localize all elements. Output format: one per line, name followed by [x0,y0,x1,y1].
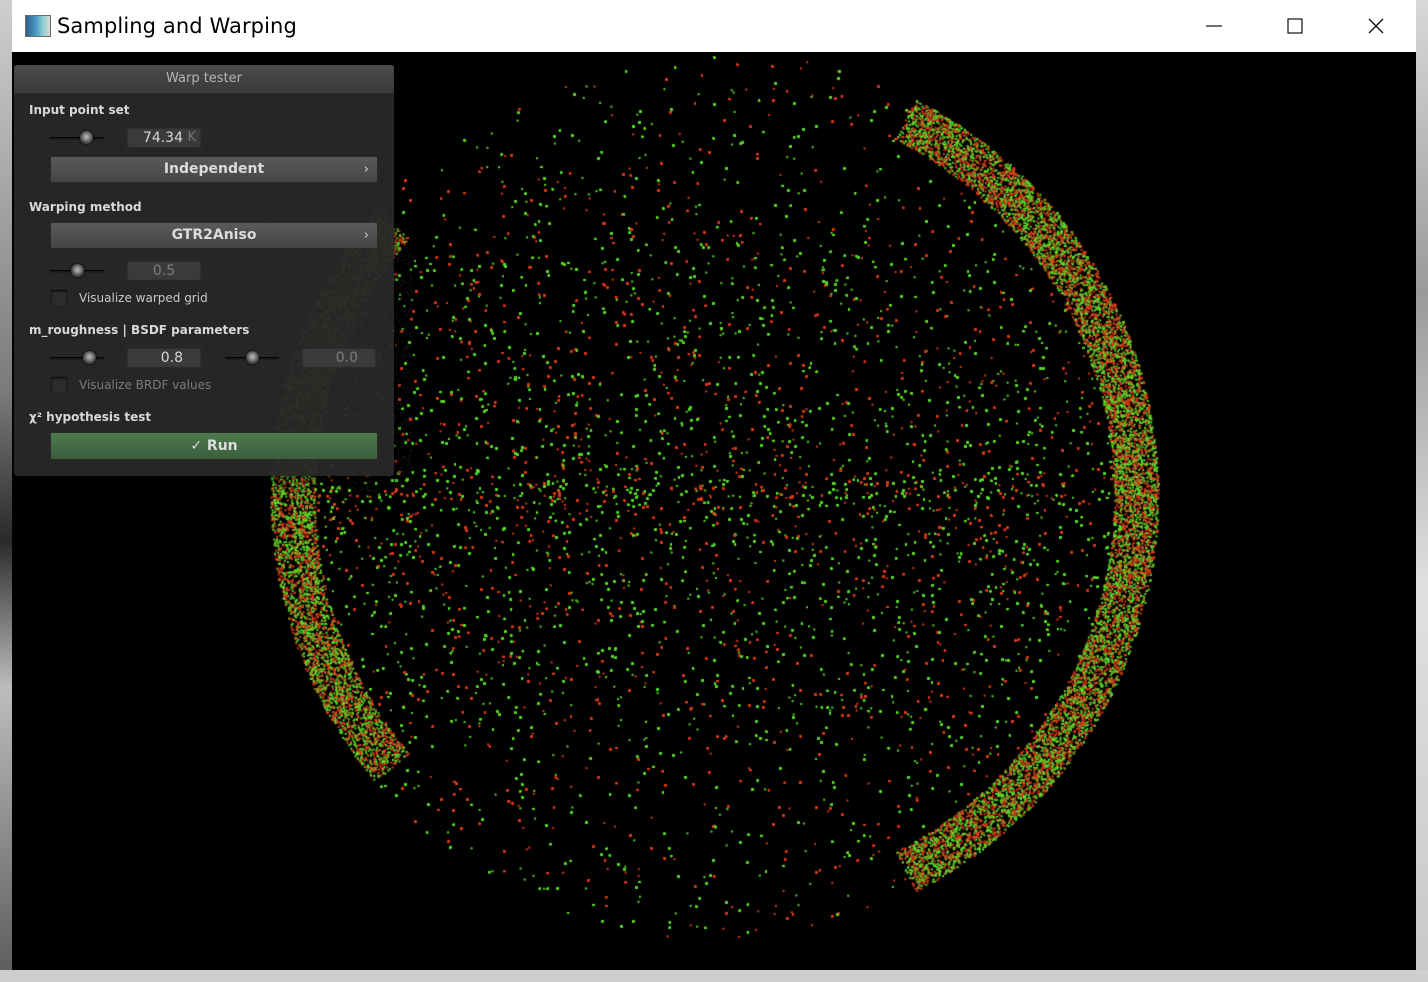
input-point-set-label: Input point set [29,103,130,117]
desktop-background-right [1416,0,1428,982]
warp-parameter-value: 0.5 [152,263,176,279]
panel-title[interactable]: Warp tester [14,65,394,94]
slider-track [50,137,104,140]
visualize-brdf-checkbox[interactable] [50,376,68,394]
point-count-field[interactable]: 74.34 K [126,126,202,148]
chevron-right-icon: › [363,228,369,243]
point-count-slider[interactable] [50,131,104,145]
second-parameter-value: 0.0 [335,350,358,366]
visualize-grid-label: Visualize warped grid [79,291,208,305]
minimize-button[interactable] [1173,0,1254,52]
window-title: Sampling and Warping [57,14,297,38]
slider-knob[interactable] [83,351,96,364]
run-button[interactable]: ✓ Run [50,432,378,460]
warping-method-dropdown[interactable]: GTR2Aniso › [50,222,378,249]
close-button[interactable] [1335,0,1416,52]
chevron-right-icon: › [363,162,369,177]
run-button-label: ✓ Run [190,438,238,454]
app-icon [25,15,51,37]
visualize-brdf-label: Visualize BRDF values [79,378,212,392]
point-count-value: 74.34 [142,130,183,146]
bsdf-parameters-label: m_roughness | BSDF parameters [29,323,250,337]
close-icon [1368,18,1383,34]
warp-parameter-slider[interactable] [50,264,104,278]
visualize-brdf-row[interactable]: Visualize BRDF values [50,376,211,394]
second-parameter-slider[interactable] [225,351,279,365]
hypothesis-test-label: χ² hypothesis test [29,410,152,424]
sampler-value: Independent [163,161,265,177]
slider-knob[interactable] [80,131,93,144]
desktop-background-left [0,0,12,982]
roughness-slider[interactable] [50,351,104,365]
minimize-icon [1205,25,1222,27]
visualize-grid-row[interactable]: Visualize warped grid [50,289,208,307]
maximize-icon [1286,18,1303,34]
title-bar[interactable]: Sampling and Warping [12,0,1416,52]
slider-knob[interactable] [246,351,259,364]
sampler-dropdown[interactable]: Independent › [50,156,378,183]
visualize-grid-checkbox[interactable] [50,289,68,307]
roughness-value: 0.8 [160,350,183,366]
second-parameter-field[interactable]: 0.0 [301,346,377,368]
slider-knob[interactable] [71,264,84,277]
roughness-field[interactable]: 0.8 [126,346,202,368]
warping-method-value: GTR2Aniso [171,227,257,243]
warp-parameter-field[interactable]: 0.5 [126,259,202,281]
warping-method-label: Warping method [29,200,142,214]
window-controls [1173,0,1416,52]
desktop-background-bottom [0,970,1428,982]
warp-tester-panel: Warp tester Input point set 74.34 K Inde… [14,65,394,476]
maximize-button[interactable] [1254,0,1335,52]
point-count-unit: K [187,130,196,145]
render-viewport[interactable]: Warp tester Input point set 74.34 K Inde… [12,52,1416,970]
slider-track [50,357,104,360]
